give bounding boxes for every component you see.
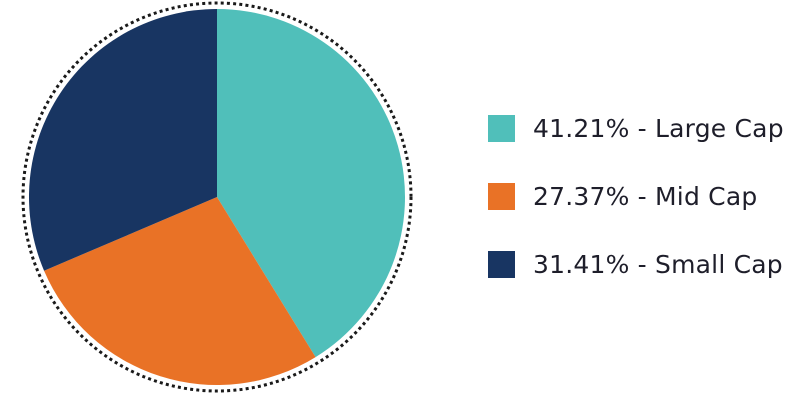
legend-label-small-cap: 31.41% - Small Cap — [533, 249, 783, 279]
legend-item-small-cap: 31.41% - Small Cap — [488, 246, 800, 282]
legend-swatch-large-cap — [488, 114, 515, 142]
legend-swatch-small-cap — [488, 250, 515, 278]
pie-slice-small-cap — [29, 9, 218, 271]
legend-item-mid-cap: 27.37% - Mid Cap — [488, 178, 800, 214]
pie-slice-large-cap — [217, 9, 406, 358]
pie-slice-mid-cap — [44, 197, 316, 385]
legend: 41.21% - Large Cap 27.37% - Mid Cap 31.4… — [488, 110, 800, 282]
legend-swatch-mid-cap — [488, 182, 515, 210]
pie-slices — [29, 9, 406, 385]
pie-chart — [21, 1, 413, 393]
legend-label-large-cap: 41.21% - Large Cap — [533, 113, 784, 143]
legend-label-mid-cap: 27.37% - Mid Cap — [533, 181, 758, 211]
pie-dotted-outline — [21, 1, 413, 393]
legend-item-large-cap: 41.21% - Large Cap — [488, 110, 800, 146]
pie-svg — [21, 1, 413, 393]
